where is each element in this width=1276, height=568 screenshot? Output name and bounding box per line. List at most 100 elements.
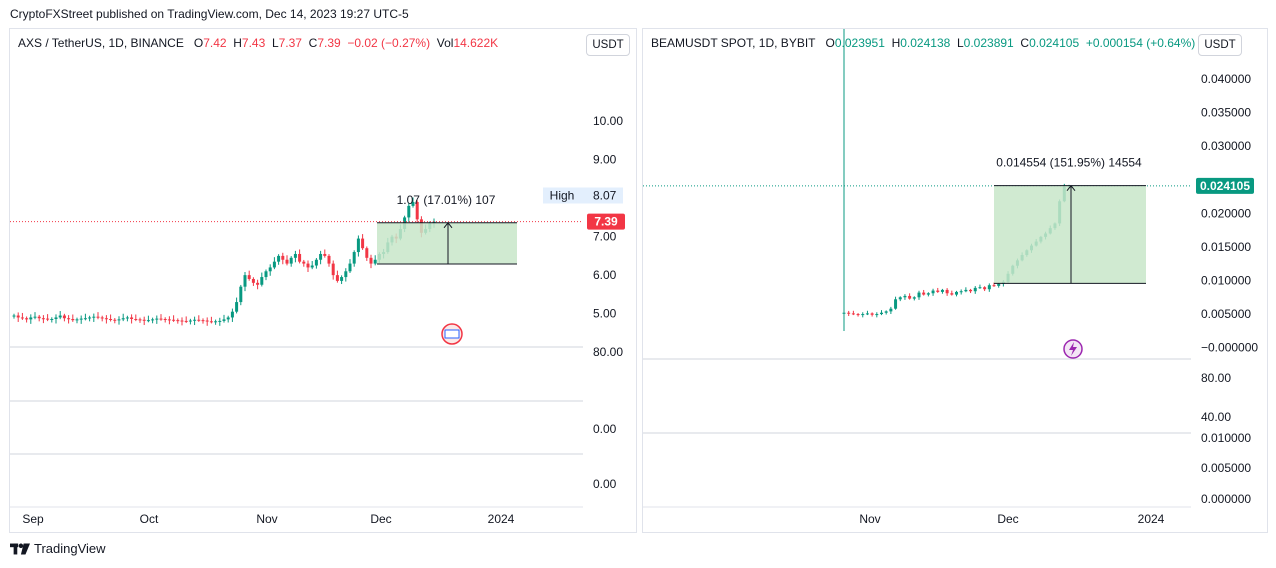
- beam-currency-button[interactable]: USDT: [1198, 34, 1242, 56]
- candle-body: [348, 263, 352, 272]
- tradingview-logo-icon: [10, 543, 30, 554]
- measure-arrow-head: [443, 222, 453, 229]
- candle-body: [415, 202, 419, 220]
- candle-body: [193, 319, 197, 321]
- us-flag-stripes: [444, 329, 460, 339]
- candle-body: [940, 289, 944, 292]
- candle-body: [306, 263, 310, 268]
- candle-body: [870, 313, 874, 315]
- candle-body: [264, 271, 268, 278]
- time-tick-label: Oct: [140, 512, 159, 526]
- candle-body: [50, 318, 54, 320]
- candle-body: [214, 321, 218, 323]
- high-value-label: 8.07: [593, 188, 617, 202]
- candle-body: [950, 293, 954, 295]
- price-tick-label: 5.00: [593, 307, 617, 321]
- candle-body: [197, 319, 201, 321]
- candle-body: [71, 318, 75, 321]
- high-tag-background: [543, 187, 581, 204]
- candle-body: [46, 318, 50, 320]
- candle-body: [277, 255, 281, 262]
- measure-range-box: [377, 222, 517, 264]
- candle-body: [331, 263, 335, 276]
- last-price-tag: [1196, 177, 1254, 194]
- time-tick-label: Sep: [22, 512, 44, 526]
- time-tick-label: 2024: [488, 512, 515, 526]
- candle-body: [159, 318, 163, 320]
- candle-body: [222, 319, 226, 321]
- candle-body: [134, 318, 138, 320]
- price-tick-label: 7.00: [593, 230, 617, 244]
- indicator-tick-label: 0.00: [593, 477, 617, 491]
- candle-body: [163, 318, 167, 320]
- candle-body: [172, 319, 176, 321]
- candle-body: [155, 318, 159, 320]
- candle-body: [138, 319, 142, 321]
- candle-body: [247, 275, 251, 279]
- candle-body: [856, 314, 860, 316]
- candle-body: [109, 318, 113, 320]
- axs-volume: 14.622K: [453, 36, 499, 50]
- candle-body: [289, 257, 293, 264]
- candle-body: [142, 319, 146, 321]
- candle-body: [865, 313, 869, 315]
- last-price-tag: [587, 213, 625, 230]
- axs-high: 7.43: [241, 36, 266, 50]
- candle-body: [978, 287, 982, 289]
- candle-body: [293, 253, 297, 258]
- candle-body: [908, 295, 912, 299]
- candle-body: [92, 316, 96, 318]
- time-tick-label: Nov: [859, 512, 880, 526]
- price-tick-label: 0.010000: [1201, 274, 1251, 288]
- candle-body: [83, 318, 87, 320]
- measure-range-box: [994, 185, 1146, 284]
- candle-body: [926, 293, 930, 295]
- price-tick-label: 0.035000: [1201, 106, 1251, 120]
- beam-legend: BEAMUSDT SPOT, 1D, BYBIT O0.023951 H0.02…: [651, 36, 1196, 50]
- candle-body: [340, 277, 344, 281]
- tradingview-brand: TradingView: [34, 541, 106, 556]
- indicator-tick-label: 80.00: [593, 345, 623, 359]
- beam-chart-panel[interactable]: 0.040000 0.035000 0.030000 0.020000 0.015000…: [642, 28, 1268, 533]
- beam-change: +0.000154 (+0.64%): [1085, 36, 1196, 50]
- axs-chart-panel[interactable]: 10.00 9.00 8.07 7.00 6.00 5.00 80.00 0.00 0.00 Se…: [9, 28, 637, 533]
- candle-body: [125, 317, 129, 319]
- time-tick-label: 2024: [1138, 512, 1165, 526]
- beam-chart-svg[interactable]: 0.040000 0.035000 0.030000 0.020000 0.015000…: [643, 29, 1268, 533]
- axs-open: 7.42: [203, 36, 227, 50]
- candle-body: [964, 289, 968, 292]
- candle-body: [239, 286, 243, 303]
- candle-body: [180, 320, 184, 322]
- candle-body: [987, 285, 991, 290]
- candle-body: [96, 316, 100, 318]
- candle-body: [365, 248, 369, 258]
- measure-label: 1.07 (17.01%) 107: [397, 193, 496, 207]
- candle-body: [922, 292, 926, 295]
- candle-body: [117, 319, 121, 321]
- axs-chart-svg[interactable]: 10.00 9.00 8.07 7.00 6.00 5.00 80.00 0.00 0.00 Se…: [10, 29, 637, 533]
- axs-title: AXS / TetherUS, 1D, BINANCE: [18, 36, 184, 50]
- candle-body: [983, 287, 987, 290]
- candle-body: [912, 297, 916, 299]
- measure-arrow-head: [1066, 184, 1076, 191]
- indicator-tick-label: 80.00: [1201, 371, 1231, 385]
- beam-open: 0.023951: [834, 36, 885, 50]
- price-tick-label: 0.005000: [1201, 307, 1251, 321]
- axs-currency-button[interactable]: USDT: [586, 34, 630, 56]
- tradingview-footer[interactable]: TradingView: [10, 541, 106, 556]
- candle-body: [917, 292, 921, 298]
- candle-body: [997, 283, 1001, 286]
- measure-label: 0.014554 (151.95%) 14554: [996, 156, 1142, 170]
- candle-body: [188, 320, 192, 322]
- indicator-tick-label: 40.00: [1201, 410, 1231, 424]
- price-tick-label: 10.00: [593, 114, 623, 128]
- candle-body: [369, 257, 373, 264]
- candle-body: [298, 253, 302, 262]
- candle-body: [319, 253, 323, 260]
- candle-body: [875, 314, 879, 316]
- candle-body: [176, 320, 180, 322]
- candle-body: [146, 320, 150, 322]
- axs-close: 7.39: [317, 36, 341, 50]
- lightning-bolt: [1069, 342, 1077, 356]
- beam-high: 0.024138: [900, 36, 951, 50]
